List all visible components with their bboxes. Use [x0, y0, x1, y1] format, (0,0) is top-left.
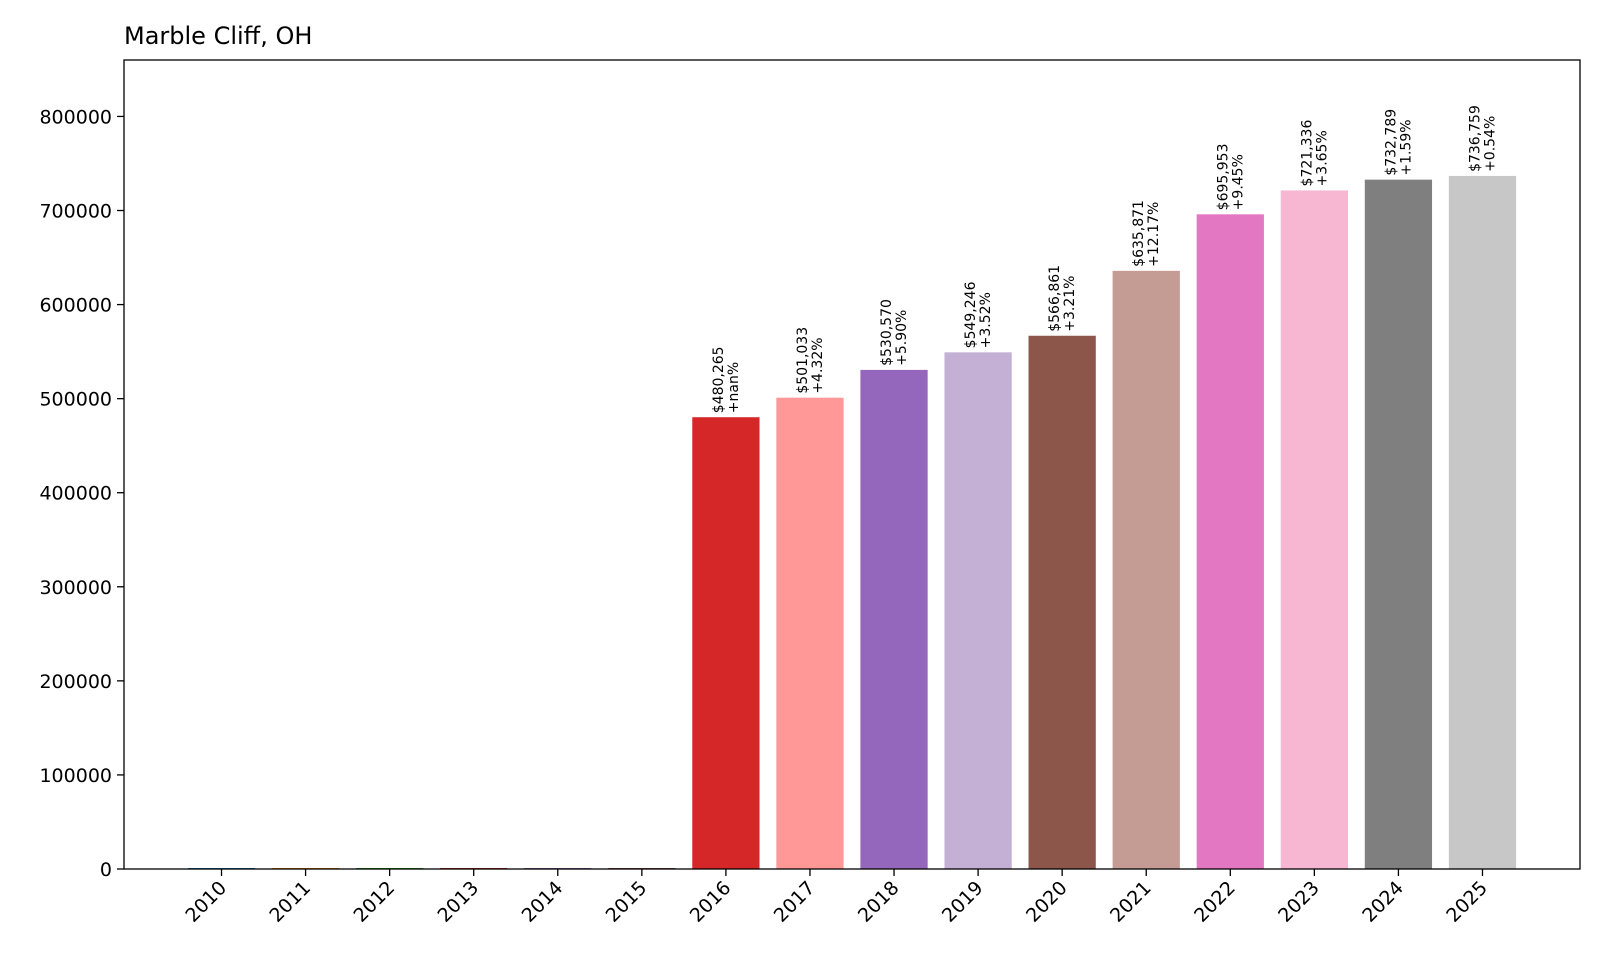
bar-annotation-2021: $635,871 +12.17% [1131, 200, 1162, 267]
x-tick-label: 2021 [1106, 877, 1156, 927]
bar-2020 [1028, 335, 1096, 869]
bar-2023 [1280, 190, 1348, 869]
y-tick-label: 100000 [39, 765, 112, 787]
value-label: $480,265 [711, 346, 727, 413]
change-label: +3.52% [978, 292, 994, 348]
x-tick-label: 2014 [518, 877, 568, 927]
bar-annotation-2024: $732,789 +1.59% [1383, 109, 1414, 176]
bar-annotation-2023: $721,336 +3.65% [1299, 120, 1330, 187]
x-tick-label: 2019 [938, 877, 988, 927]
bar-2018 [860, 369, 928, 869]
value-label: $635,871 [1131, 200, 1147, 267]
bar-2019 [944, 352, 1012, 869]
change-label: +0.54% [1482, 116, 1498, 172]
bar-annotation-2019: $549,246 +3.52% [963, 281, 994, 348]
x-tick-label: 2022 [1190, 877, 1240, 927]
bars [187, 175, 1517, 870]
x-tick-label: 2015 [602, 877, 652, 927]
bar-2022 [1196, 214, 1264, 870]
chart-title: Marble Cliff, OH [124, 22, 312, 50]
bar-annotation-2022: $695,953 +9.45% [1215, 144, 1246, 211]
y-tick-label: 700000 [39, 201, 112, 223]
value-label: $549,246 [963, 281, 979, 348]
value-label: $732,789 [1383, 109, 1399, 176]
bar-annotation-2018: $530,570 +5.90% [879, 299, 910, 366]
value-label: $695,953 [1215, 144, 1231, 211]
bar-2017 [776, 397, 844, 869]
value-label: $501,033 [795, 327, 811, 394]
change-label: +3.65% [1314, 130, 1330, 186]
bar-annotation-2016: $480,265 +nan% [711, 346, 742, 413]
x-tick-label: 2011 [265, 877, 315, 927]
x-tick-label: 2012 [349, 877, 399, 927]
bar-2021 [1112, 270, 1180, 869]
x-tick-label: 2016 [686, 877, 736, 927]
bar-2025 [1448, 175, 1517, 870]
bar-annotation-2020: $566,861 +3.21% [1047, 265, 1078, 332]
x-tick-label: 2020 [1022, 877, 1072, 927]
change-label: +9.45% [1230, 154, 1246, 210]
bar-2024 [1364, 179, 1433, 869]
y-tick-label: 600000 [39, 295, 112, 317]
value-label: $721,336 [1299, 120, 1315, 187]
x-tick-label: 2010 [181, 877, 231, 927]
x-tick-label: 2023 [1274, 877, 1324, 927]
data-labels: $480,265 +nan% $501,033 +4.32% $530,570 +5.90… [711, 105, 1499, 413]
y-axis: 0 100000 200000 300000 400000 500000 600000 700… [39, 106, 124, 881]
y-tick-label: 800000 [39, 106, 112, 128]
x-tick-label: 2024 [1358, 877, 1408, 927]
x-axis: 2010 2011 2012 2013 2014 2015 2016 2017 2018 2019… [181, 869, 1492, 927]
value-label: $530,570 [879, 299, 895, 366]
y-tick-label: 200000 [39, 671, 112, 693]
change-label: +1.59% [1398, 119, 1414, 175]
bar-annotation-2025: $736,759 +0.54% [1467, 105, 1498, 172]
y-tick-label: 400000 [39, 483, 112, 505]
y-tick-label: 500000 [39, 389, 112, 411]
bar-2016 [692, 417, 760, 869]
change-label: +nan% [726, 362, 742, 413]
change-label: +12.17% [1146, 202, 1162, 267]
value-label: $566,861 [1047, 265, 1063, 332]
change-label: +4.32% [810, 337, 826, 393]
change-label: +3.21% [1062, 276, 1078, 332]
x-tick-label: 2013 [433, 877, 483, 927]
bar-annotation-2017: $501,033 +4.32% [795, 327, 826, 394]
value-label: $736,759 [1467, 105, 1483, 172]
x-tick-label: 2025 [1442, 877, 1492, 927]
change-label: +5.90% [894, 310, 910, 366]
plot-frame [123, 59, 1581, 870]
x-tick-label: 2017 [770, 877, 820, 927]
y-tick-label: 0 [100, 859, 112, 881]
y-tick-label: 300000 [39, 577, 112, 599]
x-tick-label: 2018 [854, 877, 904, 927]
